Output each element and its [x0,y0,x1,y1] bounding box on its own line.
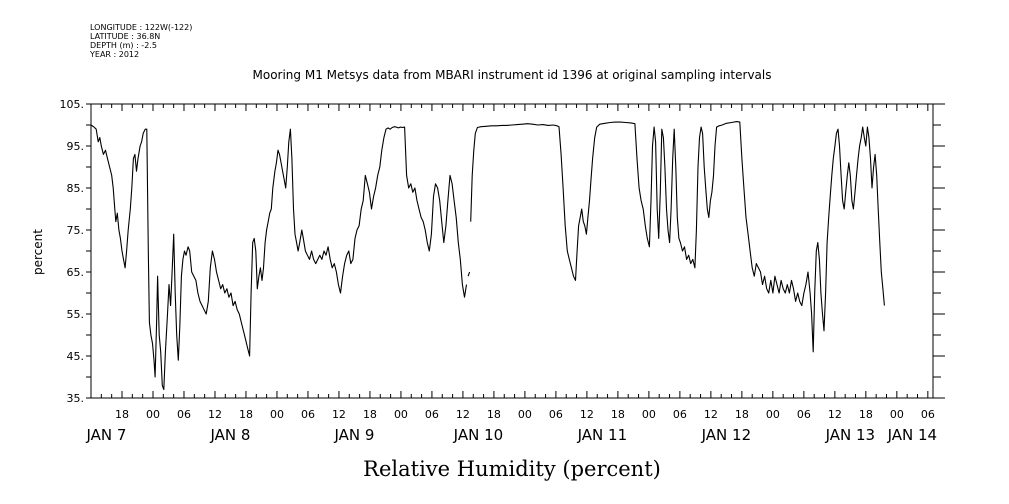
x-tick-label: 06 [549,408,563,421]
x-day-label: JAN 12 [701,426,752,444]
y-tick-label: 95. [67,140,85,153]
x-tick-label: 18 [735,408,749,421]
latitude-label: LATITUDE : 36.8N [90,32,160,41]
x-day-label: JAN 11 [577,426,628,444]
x-tick-label: 06 [177,408,191,421]
series-line-segment [467,271,471,277]
plot-frame [90,103,934,399]
x-tick-label: 06 [797,408,811,421]
x-tick-label: 06 [301,408,315,421]
x-day-label: JAN 14 [887,426,938,444]
chart-title: Mooring M1 Metsys data from MBARI instru… [253,68,772,82]
y-tick-label: 105. [60,98,85,111]
y-tick-label: 55. [67,308,85,321]
x-day-label: JAN 8 [209,426,250,444]
y-tick-label: 65. [67,266,85,279]
x-tick-label: 00 [642,408,656,421]
x-tick-label: 00 [890,408,904,421]
y-tick-label: 75. [67,224,85,237]
x-tick-label: 18 [611,408,625,421]
x-day-label: JAN 9 [333,426,374,444]
x-tick-label: 12 [332,408,346,421]
x-axis-label: Relative Humidity (percent) [363,457,661,481]
x-tick-label: 18 [859,408,873,421]
series-line-segment [470,121,885,353]
y-tick-label: 45. [67,350,85,363]
x-day-label: JAN 10 [453,426,504,444]
x-tick-label: 12 [828,408,842,421]
x-tick-label: 18 [363,408,377,421]
x-day-label: JAN 7 [86,426,127,444]
x-day-label: JAN 13 [825,426,876,444]
x-tick-label: 18 [487,408,501,421]
depth-label: DEPTH (m) : -2.5 [90,41,157,50]
x-tick-label: 12 [704,408,718,421]
y-tick-label: 85. [67,182,85,195]
x-tick-label: 12 [580,408,594,421]
x-tick-label: 00 [766,408,780,421]
x-tick-label: 06 [425,408,439,421]
x-tick-label: 00 [270,408,284,421]
y-tick-label: 35. [67,392,85,405]
x-tick-label: 00 [518,408,532,421]
x-tick-label: 00 [394,408,408,421]
x-tick-label: 06 [921,408,935,421]
x-tick-label: 12 [456,408,470,421]
x-tick-label: 18 [115,408,129,421]
x-tick-label: 00 [146,408,160,421]
series-line-segment [90,124,468,391]
plot-area: 18 00 06 12 18 00 06 12 18 00 06 12 18 00 06 12 18 00 06 12… [60,98,945,444]
year-label: YEAR : 2012 [89,50,139,59]
y-axis-label: percent [31,229,45,275]
x-tick-label: 12 [208,408,222,421]
x-tick-label: 06 [673,408,687,421]
longitude-label: LONGITUDE : 122W(-122) [90,23,192,32]
x-tick-label: 18 [239,408,253,421]
